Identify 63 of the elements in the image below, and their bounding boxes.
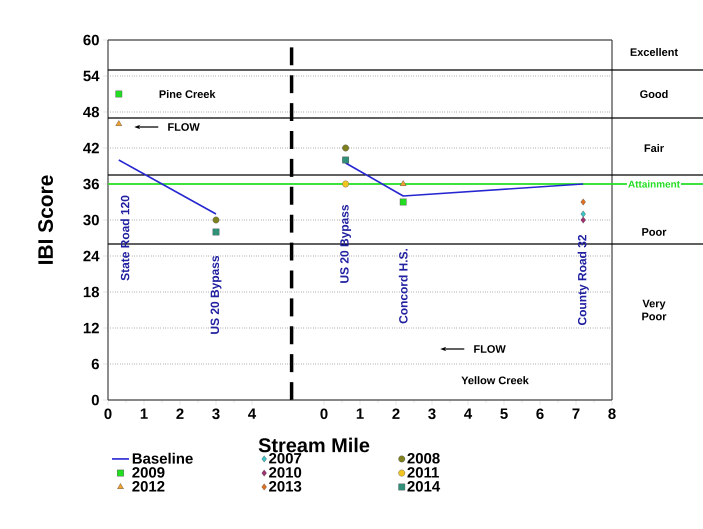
y-tick-label: 6 — [92, 358, 99, 370]
text: Excellent — [630, 48, 678, 56]
point — [580, 210, 586, 218]
legend-label: 2013 — [269, 481, 302, 492]
text: Good — [640, 90, 668, 98]
point — [342, 156, 349, 164]
x-tick-label: 4 — [464, 408, 472, 419]
annotation: Pine Creek — [160, 90, 216, 98]
legend-label: Baseline — [132, 452, 193, 464]
legend-label: 2012 — [132, 481, 164, 492]
x-tick-label: 2 — [392, 408, 400, 419]
text: Fair — [644, 144, 664, 152]
legend-label: 2008 — [407, 452, 440, 464]
x-axis-title: Stream Mile — [258, 438, 370, 452]
legend-label: 2014 — [407, 481, 440, 492]
point — [212, 228, 220, 236]
point — [342, 144, 349, 152]
point — [580, 198, 586, 206]
legend-label: 2011 — [407, 467, 439, 478]
x-tick-label: 1 — [140, 408, 148, 419]
y-tick-label: 48 — [83, 106, 100, 118]
x-tick-label: 4 — [248, 408, 256, 419]
annotation: Yellow Creek — [461, 376, 529, 384]
x-tick-label: 0 — [320, 408, 328, 420]
ref-line-label: Attainment — [628, 180, 680, 188]
point — [115, 90, 122, 98]
point — [212, 216, 220, 224]
legend-label: 2009 — [132, 467, 164, 478]
text: Very Poor — [642, 300, 666, 320]
point — [115, 120, 122, 126]
legend-label: 2007 — [269, 452, 302, 464]
y-tick-label: 60 — [83, 34, 99, 46]
x-tick-label: 2 — [176, 408, 184, 419]
x-tick-label: 6 — [536, 408, 544, 420]
x-tick-label: 8 — [608, 408, 616, 420]
point — [400, 180, 407, 186]
annotation: Concord H.S. — [398, 248, 408, 324]
y-tick-label: 0 — [92, 394, 99, 406]
x-tick-label: 3 — [428, 408, 436, 420]
text: Poor — [642, 228, 666, 236]
annotation: FLOW — [168, 123, 200, 131]
x-tick-label: 7 — [572, 408, 580, 419]
point — [400, 198, 407, 206]
y-tick-label: 42 — [83, 142, 99, 154]
annotation: County Road 32 — [578, 234, 589, 326]
legend-label: 2010 — [269, 467, 302, 478]
x-tick-label: 1 — [356, 408, 364, 419]
x-tick-label: 0 — [104, 408, 112, 420]
annotation: FLOW — [474, 345, 506, 353]
y-axis-title: IBI Score — [38, 175, 53, 264]
y-tick-label: 18 — [84, 286, 100, 298]
y-tick-label: 30 — [83, 214, 99, 226]
point — [342, 180, 349, 188]
x-tick-label: 3 — [212, 408, 220, 420]
annotation: State Road 120 — [120, 196, 130, 281]
annotation: US 20 Bypass — [210, 256, 222, 334]
x-tick-label: 5 — [500, 408, 508, 419]
y-tick-label: 36 — [83, 178, 99, 190]
point — [580, 216, 586, 224]
y-tick-label: 24 — [83, 250, 100, 262]
y-tick-label: 54 — [83, 70, 100, 82]
annotation: US 20 Bypass — [340, 204, 352, 283]
y-tick-label: 12 — [84, 322, 99, 334]
